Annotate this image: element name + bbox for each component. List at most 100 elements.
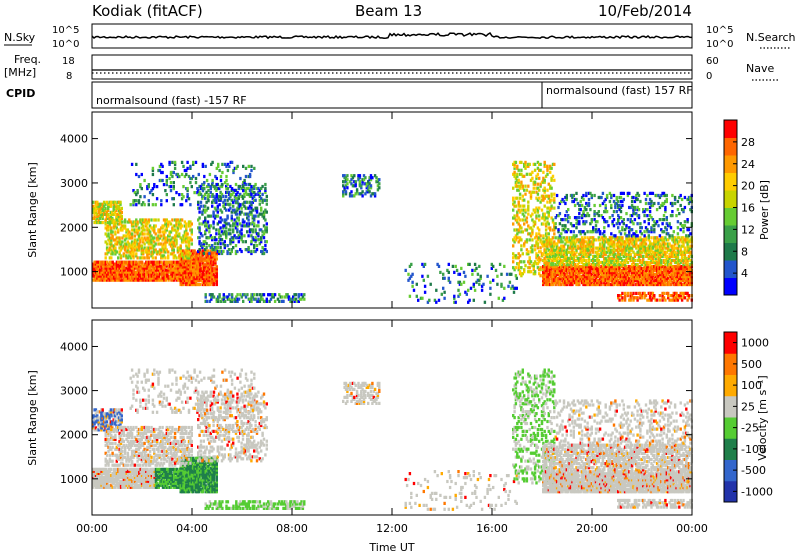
heatmap-cell [622,281,625,285]
heatmap-cell [592,244,595,248]
heatmap-cell [265,240,268,244]
heatmap-cell [186,250,189,254]
heatmap-cell [357,174,360,178]
heatmap-cell [543,277,546,281]
heatmap-cell [187,252,191,256]
heatmap-cell [518,236,522,240]
heatmap-cell [100,278,103,282]
heatmap-cell [207,183,210,187]
heatmap-cell [642,282,645,287]
heatmap-cell [192,265,195,269]
heatmap-cell [133,220,137,224]
heatmap-cell [244,191,248,195]
heatmap-cell [213,238,217,242]
heatmap-cell [538,188,541,192]
heatmap-cell [185,275,188,279]
heatmap-cell [568,271,571,275]
heatmap-cell [201,162,205,166]
heatmap-cell [104,260,107,264]
heatmap-cell [561,246,564,250]
heatmap-cell [157,278,160,282]
heatmap-cell [464,274,467,278]
heatmap-cell [368,186,371,190]
heatmap-cell [106,266,109,270]
heatmap-cell [573,236,577,240]
heatmap-cell [160,203,163,207]
heatmap-cell [480,284,484,288]
heatmap-cell [664,282,667,287]
heatmap-cell [612,281,616,285]
heatmap-cell [535,256,538,260]
heatmap-cell [139,272,142,276]
heatmap-cell [128,266,131,270]
heatmap-cell [657,282,660,287]
heatmap-cell [250,185,253,189]
heatmap-cell [261,184,264,189]
heatmap-cell [542,236,545,240]
heatmap-cell [614,277,617,281]
heatmap-cell [243,192,246,196]
heatmap-cell [555,281,559,285]
heatmap-cell [601,248,605,252]
heatmap-cell [605,277,609,281]
heatmap-cell [251,196,254,200]
heatmap-cell [180,160,184,164]
heatmap-cell [621,281,624,285]
heatmap-cell [170,272,173,276]
heatmap-cell [94,260,98,264]
heatmap-cell [115,262,119,266]
heatmap-cell [546,277,549,281]
heatmap-cell [198,230,201,234]
heatmap-cell [247,222,250,226]
heatmap-cell [618,269,621,273]
heatmap-cell [230,299,234,303]
heatmap-cell [194,176,198,181]
heatmap-cell [205,273,209,277]
heatmap-cell [178,224,181,228]
heatmap-cell [182,185,185,189]
heatmap-cell [468,298,471,302]
heatmap-cell [443,276,446,280]
heatmap-cell [132,222,135,226]
heatmap-cell [630,242,634,246]
heatmap-cell [166,272,169,276]
heatmap-cell [199,192,203,196]
heatmap-cell [166,268,169,272]
heatmap-cell [119,240,123,244]
heatmap-cell [514,160,518,164]
heatmap-cell [128,262,131,266]
heatmap-cell [535,174,538,178]
heatmap-cell [160,270,163,274]
heatmap-cell [601,246,605,250]
heatmap-cell [548,265,552,269]
heatmap-cell [162,254,166,258]
heatmap-cell [247,182,250,187]
heatmap-cell [647,267,650,271]
heatmap-cell [428,298,431,302]
heatmap-cell [225,236,228,240]
heatmap-cell [565,263,568,267]
heatmap-cell [592,246,595,250]
heatmap-cell [210,277,213,281]
heatmap-cell [517,204,520,208]
heatmap-cell [608,263,612,267]
heatmap-cell [410,274,413,278]
heatmap-cell [551,220,555,224]
heatmap-cell [197,206,200,210]
heatmap-cell [630,267,634,271]
heatmap-cell [558,273,562,277]
heatmap-cell [589,271,592,275]
heatmap-cell [220,230,224,234]
heatmap-cell [250,201,253,205]
heatmap-cell [222,249,225,254]
heatmap-cell [582,275,585,279]
heatmap-cell [531,238,534,242]
heatmap-cell [204,204,207,208]
heatmap-cell [150,189,153,193]
nsky-trace [91,31,692,40]
heatmap-cell [447,278,450,282]
heatmap-cell [516,210,519,214]
heatmap-cell [654,279,657,283]
heatmap-cell [125,274,128,278]
